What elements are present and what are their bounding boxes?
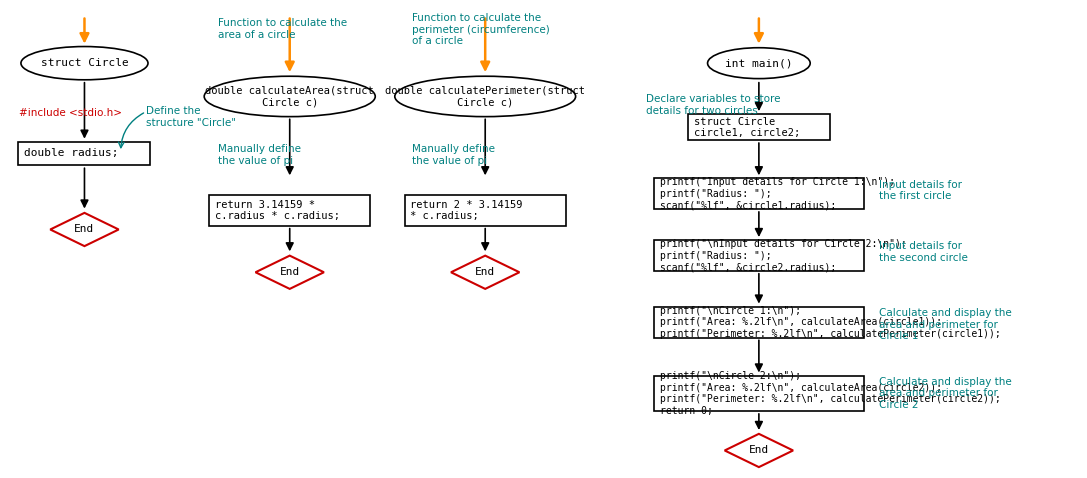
FancyBboxPatch shape bbox=[18, 141, 150, 165]
FancyBboxPatch shape bbox=[209, 195, 371, 226]
Text: End: End bbox=[475, 267, 496, 277]
FancyBboxPatch shape bbox=[653, 178, 864, 209]
Text: double calculateArea(struct
Circle c): double calculateArea(struct Circle c) bbox=[205, 86, 374, 107]
Text: printf("\nCircle 2:\n");
printf("Area: %.2lf\n", calculateArea(circle2));
printf: printf("\nCircle 2:\n"); printf("Area: %… bbox=[660, 371, 1000, 416]
Text: Input details for
the second circle: Input details for the second circle bbox=[879, 241, 967, 263]
Text: struct Circle
circle1, circle2;: struct Circle circle1, circle2; bbox=[694, 117, 800, 138]
Polygon shape bbox=[451, 256, 520, 289]
Text: printf("\nCircle 1:\n");
printf("Area: %.2lf\n", calculateArea(circle1));
printf: printf("\nCircle 1:\n"); printf("Area: %… bbox=[660, 305, 1000, 339]
Text: return 2 * 3.14159
* c.radius;: return 2 * 3.14159 * c.radius; bbox=[411, 200, 523, 221]
Polygon shape bbox=[725, 434, 794, 467]
Ellipse shape bbox=[21, 46, 148, 80]
Polygon shape bbox=[50, 213, 118, 246]
Text: Manually define
the value of pi: Manually define the value of pi bbox=[218, 144, 301, 165]
Text: Calculate and display the
area and perimeter for
Circle 1: Calculate and display the area and perim… bbox=[879, 308, 1012, 341]
Text: #include <stdio.h>: #include <stdio.h> bbox=[18, 109, 122, 119]
Text: return 3.14159 *
c.radius * c.radius;: return 3.14159 * c.radius * c.radius; bbox=[215, 200, 340, 221]
Text: Function to calculate the
area of a circle: Function to calculate the area of a circ… bbox=[218, 18, 348, 40]
Ellipse shape bbox=[395, 76, 576, 117]
Text: Function to calculate the
perimeter (circumference)
of a circle: Function to calculate the perimeter (cir… bbox=[412, 13, 550, 46]
Text: Calculate and display the
area and perimeter for
Circle 2: Calculate and display the area and perim… bbox=[879, 377, 1012, 410]
FancyBboxPatch shape bbox=[688, 114, 829, 141]
FancyBboxPatch shape bbox=[653, 307, 864, 337]
Text: Define the
structure "Circle": Define the structure "Circle" bbox=[146, 106, 236, 128]
FancyBboxPatch shape bbox=[653, 240, 864, 271]
Text: double calculatePerimeter(struct
Circle c): double calculatePerimeter(struct Circle … bbox=[385, 86, 585, 107]
Ellipse shape bbox=[204, 76, 375, 117]
FancyBboxPatch shape bbox=[404, 195, 566, 226]
Text: printf("Input details for Circle 1:\n");
printf("Radius: ");
scanf("%lf", &circl: printf("Input details for Circle 1:\n");… bbox=[660, 177, 895, 210]
Text: printf("\nInput details for Circle 2:\n");
printf("Radius: ");
scanf("%lf", &cir: printf("\nInput details for Circle 2:\n"… bbox=[660, 239, 907, 272]
Text: Manually define
the value of pi: Manually define the value of pi bbox=[412, 144, 495, 165]
Text: double radius;: double radius; bbox=[24, 149, 118, 159]
Text: End: End bbox=[749, 445, 769, 456]
Text: End: End bbox=[74, 225, 95, 235]
FancyBboxPatch shape bbox=[653, 376, 864, 411]
Text: Input details for
the first circle: Input details for the first circle bbox=[879, 180, 962, 201]
Text: struct Circle: struct Circle bbox=[40, 58, 128, 68]
Ellipse shape bbox=[708, 48, 810, 78]
Text: Declare variables to store
details for two circles: Declare variables to store details for t… bbox=[647, 94, 780, 116]
Text: int main(): int main() bbox=[725, 58, 792, 68]
Polygon shape bbox=[255, 256, 324, 289]
Text: End: End bbox=[279, 267, 300, 277]
